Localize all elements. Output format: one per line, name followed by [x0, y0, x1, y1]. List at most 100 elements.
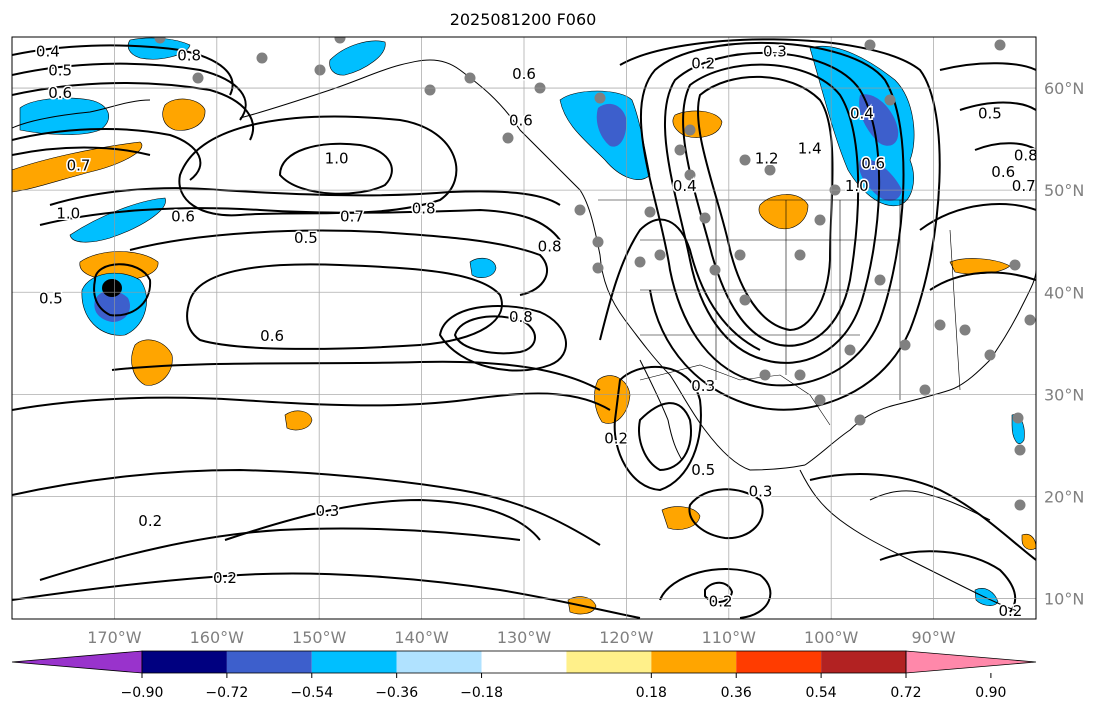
station-dot — [709, 264, 721, 276]
contour-label: 0.6 — [991, 163, 1015, 181]
contour-line — [959, 101, 1036, 111]
station-dot — [592, 262, 604, 274]
border-line — [949, 229, 961, 391]
contour-line — [663, 51, 881, 364]
colorbar-bin — [481, 651, 567, 673]
contour-label: 1.0 — [845, 177, 869, 195]
station-dot — [864, 39, 876, 51]
map-gridlines — [12, 37, 1036, 619]
contour-label: 1.2 — [755, 150, 779, 168]
contour-line — [640, 41, 905, 387]
contour-line — [186, 263, 503, 350]
longitude-label: 120°W — [599, 628, 654, 647]
station-markers — [154, 37, 1036, 511]
station-dot — [1009, 259, 1021, 271]
shade-region — [329, 40, 386, 76]
map-frame — [11, 36, 1037, 620]
station-dot — [1014, 444, 1026, 456]
coastline — [239, 59, 806, 471]
contour-line — [453, 315, 536, 355]
contour-line — [939, 62, 1036, 71]
longitude-label: 150°W — [292, 628, 347, 647]
contour-labels: 0.40.50.60.80.71.0 0.60.51.00.7 0.80.50.60… — [34, 41, 1036, 620]
station-dot — [674, 144, 686, 156]
contour-line — [278, 142, 393, 195]
latitude-label: 50°N — [1044, 181, 1084, 200]
contour-label: 0.4 — [673, 177, 697, 195]
colorbar-frame — [141, 650, 907, 674]
station-dot — [794, 249, 806, 261]
shade-region — [758, 194, 809, 230]
longitude-label: 130°W — [497, 628, 552, 647]
low-center-marker — [102, 279, 122, 297]
station-dot — [814, 394, 826, 406]
contour-line — [619, 38, 941, 411]
contour-line — [12, 392, 611, 411]
contour-line — [12, 82, 255, 141]
colorbar — [11, 650, 1037, 674]
contour-line — [12, 44, 234, 96]
latitude-label: 60°N — [1044, 79, 1084, 98]
contour-label: 0.5 — [978, 105, 1002, 123]
station-dot — [502, 132, 514, 144]
contour-label: 0.3 — [691, 377, 715, 395]
station-dot — [654, 249, 666, 261]
latitude-label: 30°N — [1044, 385, 1084, 404]
station-dot — [592, 236, 604, 248]
contour-label: 0.7 — [67, 157, 91, 175]
contour-label: 0.5 — [48, 62, 72, 80]
longitude-label: 100°W — [804, 628, 859, 647]
longitude-label: 110°W — [702, 628, 757, 647]
contour-label: 0.2 — [709, 593, 733, 611]
shade-region — [79, 251, 159, 281]
contour-label: 0.2 — [998, 602, 1022, 620]
colorbar-tick-label: −0.90 — [121, 685, 164, 701]
station-dot — [594, 92, 606, 104]
longitude-label: 170°W — [87, 628, 142, 647]
station-dot — [314, 64, 326, 76]
colorbar-tick-label: −0.72 — [205, 685, 248, 701]
shade-region — [594, 375, 631, 424]
contour-line — [12, 62, 247, 121]
colorbar-bin — [142, 651, 227, 673]
contour-label: 0.8 — [177, 46, 201, 64]
station-dot — [684, 124, 696, 136]
station-dot — [874, 274, 886, 286]
contour-label: 0.3 — [763, 42, 787, 60]
contour-label: 0.6 — [171, 208, 195, 226]
colorbar-tick-labels: −0.90 −0.72 −0.54 −0.36 −0.18 0.18 0.36 0.54 0.7… — [121, 673, 1006, 701]
station-dot — [764, 164, 776, 176]
contour-label: 0.5 — [691, 461, 715, 479]
station-dot — [464, 72, 476, 84]
contour-label: 0.6 — [509, 112, 533, 130]
map-area: 0.40.50.60.80.71.0 0.60.51.00.7 0.80.50.60… — [12, 37, 1036, 620]
longitude-label: 90°W — [912, 628, 956, 647]
station-dot — [574, 204, 586, 216]
station-dot — [739, 294, 751, 306]
contour-label: 0.7 — [1012, 177, 1036, 195]
colorbar-bin — [566, 651, 652, 673]
colorbar-bin — [226, 651, 312, 673]
station-dot — [984, 349, 996, 361]
station-dot — [994, 39, 1006, 51]
contour-label: 1.4 — [798, 139, 822, 157]
longitude-label: 160°W — [190, 628, 245, 647]
shade-region — [284, 410, 313, 431]
colorbar-tick-label: 0.72 — [890, 685, 921, 701]
contour-line — [12, 468, 601, 546]
shade-region — [469, 257, 497, 278]
shade-region — [162, 98, 206, 131]
contour-label: 1.0 — [325, 150, 349, 168]
station-dot — [256, 52, 268, 64]
colorbar-tick-label: −0.18 — [460, 685, 503, 701]
contour-label: 0.5 — [39, 289, 63, 307]
colorbar-extend-high — [905, 650, 1037, 674]
contour-label: 0.4 — [850, 105, 874, 123]
latitude-label: 20°N — [1044, 487, 1084, 506]
station-dot — [1014, 499, 1026, 511]
station-dot — [699, 212, 711, 224]
contour-label: 0.2 — [604, 429, 628, 447]
station-dot — [684, 169, 696, 181]
contour-line — [93, 263, 152, 317]
colorbar-tick-label: 0.90 — [975, 685, 1006, 701]
